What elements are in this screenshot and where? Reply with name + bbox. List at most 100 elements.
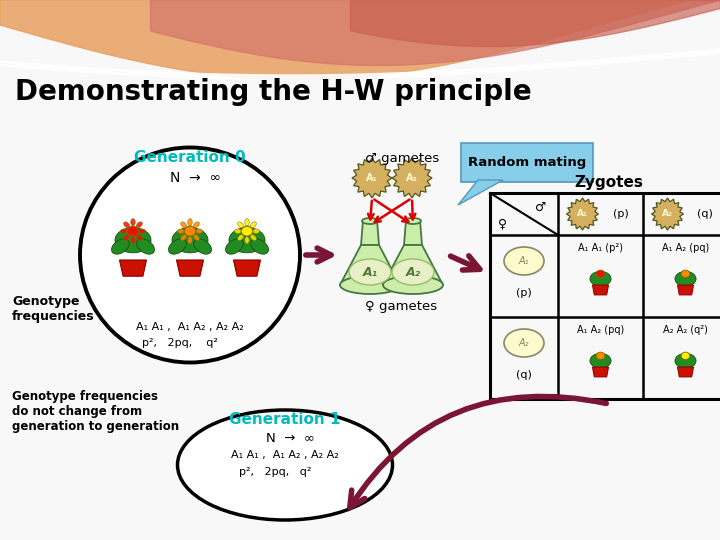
Polygon shape [392, 158, 432, 198]
Ellipse shape [127, 226, 139, 236]
Text: p²,   2pq,    q²: p², 2pq, q² [142, 338, 218, 348]
Polygon shape [383, 245, 443, 285]
Ellipse shape [590, 353, 611, 368]
Ellipse shape [172, 227, 208, 253]
Text: Demonstrating the H-W principle: Demonstrating the H-W principle [15, 78, 531, 106]
Ellipse shape [675, 272, 696, 286]
Text: (p): (p) [516, 288, 532, 298]
Text: Genotype
frequencies: Genotype frequencies [12, 295, 94, 323]
Ellipse shape [405, 218, 421, 224]
Text: Genotype frequencies
do not change from
generation to generation: Genotype frequencies do not change from … [12, 390, 179, 433]
Ellipse shape [225, 239, 243, 254]
Text: A₁: A₁ [518, 256, 529, 266]
Ellipse shape [675, 353, 696, 368]
Polygon shape [593, 367, 608, 377]
Polygon shape [233, 260, 261, 276]
Ellipse shape [251, 239, 269, 254]
Ellipse shape [253, 229, 260, 233]
Ellipse shape [596, 352, 605, 360]
Ellipse shape [112, 239, 130, 254]
Text: A₁ A₂ (pq): A₁ A₂ (pq) [662, 243, 709, 253]
Text: N  →  ∞: N → ∞ [266, 432, 315, 445]
Ellipse shape [194, 222, 199, 228]
FancyBboxPatch shape [461, 143, 593, 182]
Ellipse shape [138, 229, 145, 233]
Text: ♂ gametes: ♂ gametes [365, 152, 439, 165]
Polygon shape [567, 198, 598, 230]
Ellipse shape [188, 237, 192, 244]
Ellipse shape [340, 276, 400, 294]
Ellipse shape [168, 239, 186, 254]
Ellipse shape [195, 229, 202, 233]
Text: A₁ A₂ (pq): A₁ A₂ (pq) [577, 325, 624, 335]
Text: (q): (q) [698, 209, 714, 219]
Polygon shape [652, 198, 683, 230]
Ellipse shape [681, 270, 690, 278]
Ellipse shape [229, 227, 265, 253]
Ellipse shape [115, 227, 151, 253]
Ellipse shape [136, 234, 143, 240]
Text: (q): (q) [516, 370, 532, 380]
Text: A₁ A₁ ,  A₁ A₂ , A₂ A₂: A₁ A₁ , A₁ A₂ , A₂ A₂ [136, 322, 244, 332]
Text: A₂: A₂ [405, 266, 420, 279]
Text: A₁ A₁ ,  A₁ A₂ , A₂ A₂: A₁ A₁ , A₁ A₂ , A₂ A₂ [231, 450, 339, 460]
Ellipse shape [238, 222, 243, 228]
Text: Zygotes: Zygotes [575, 175, 644, 190]
Text: N  →  ∞: N → ∞ [169, 172, 220, 186]
Text: A₂ A₂ (q²): A₂ A₂ (q²) [663, 325, 708, 335]
Ellipse shape [184, 226, 196, 236]
Polygon shape [404, 220, 422, 245]
Text: p²,   2pq,   q²: p², 2pq, q² [239, 467, 311, 477]
Text: (p): (p) [613, 209, 629, 219]
Ellipse shape [136, 222, 143, 228]
Ellipse shape [178, 410, 392, 520]
Text: A₁: A₁ [366, 173, 378, 183]
Ellipse shape [80, 147, 300, 362]
Polygon shape [458, 180, 503, 205]
Ellipse shape [235, 229, 242, 233]
Ellipse shape [124, 222, 130, 228]
Ellipse shape [392, 259, 434, 285]
Polygon shape [361, 220, 379, 245]
Ellipse shape [181, 222, 186, 228]
Text: ♀ gametes: ♀ gametes [365, 300, 437, 313]
Ellipse shape [177, 229, 184, 233]
Text: A₂: A₂ [406, 173, 418, 183]
Text: A₁: A₁ [362, 266, 377, 279]
Ellipse shape [590, 272, 611, 286]
Ellipse shape [245, 219, 249, 226]
Text: Generation 1: Generation 1 [229, 412, 341, 427]
Ellipse shape [120, 229, 127, 233]
Polygon shape [678, 367, 693, 377]
Ellipse shape [504, 329, 544, 357]
Polygon shape [352, 158, 392, 198]
Ellipse shape [181, 234, 186, 240]
Ellipse shape [131, 219, 135, 226]
Text: ♀: ♀ [498, 217, 507, 230]
Ellipse shape [194, 239, 212, 254]
Bar [490, 193, 720, 399]
Polygon shape [593, 285, 608, 295]
Ellipse shape [362, 218, 378, 224]
Ellipse shape [194, 234, 199, 240]
Ellipse shape [251, 234, 256, 240]
Text: A₂: A₂ [518, 338, 529, 348]
Ellipse shape [383, 276, 443, 294]
Text: ♂: ♂ [535, 201, 546, 214]
Text: A₁: A₁ [577, 210, 588, 219]
Polygon shape [678, 285, 693, 295]
Text: Random mating: Random mating [468, 156, 586, 169]
Ellipse shape [504, 247, 544, 275]
Ellipse shape [251, 222, 256, 228]
Ellipse shape [188, 219, 192, 226]
Ellipse shape [681, 352, 690, 360]
Ellipse shape [131, 237, 135, 244]
Ellipse shape [349, 259, 391, 285]
Ellipse shape [596, 270, 605, 278]
Ellipse shape [124, 234, 130, 240]
Ellipse shape [137, 239, 155, 254]
Ellipse shape [241, 226, 253, 236]
Text: A₂: A₂ [662, 210, 673, 219]
Polygon shape [120, 260, 146, 276]
Ellipse shape [245, 237, 249, 244]
